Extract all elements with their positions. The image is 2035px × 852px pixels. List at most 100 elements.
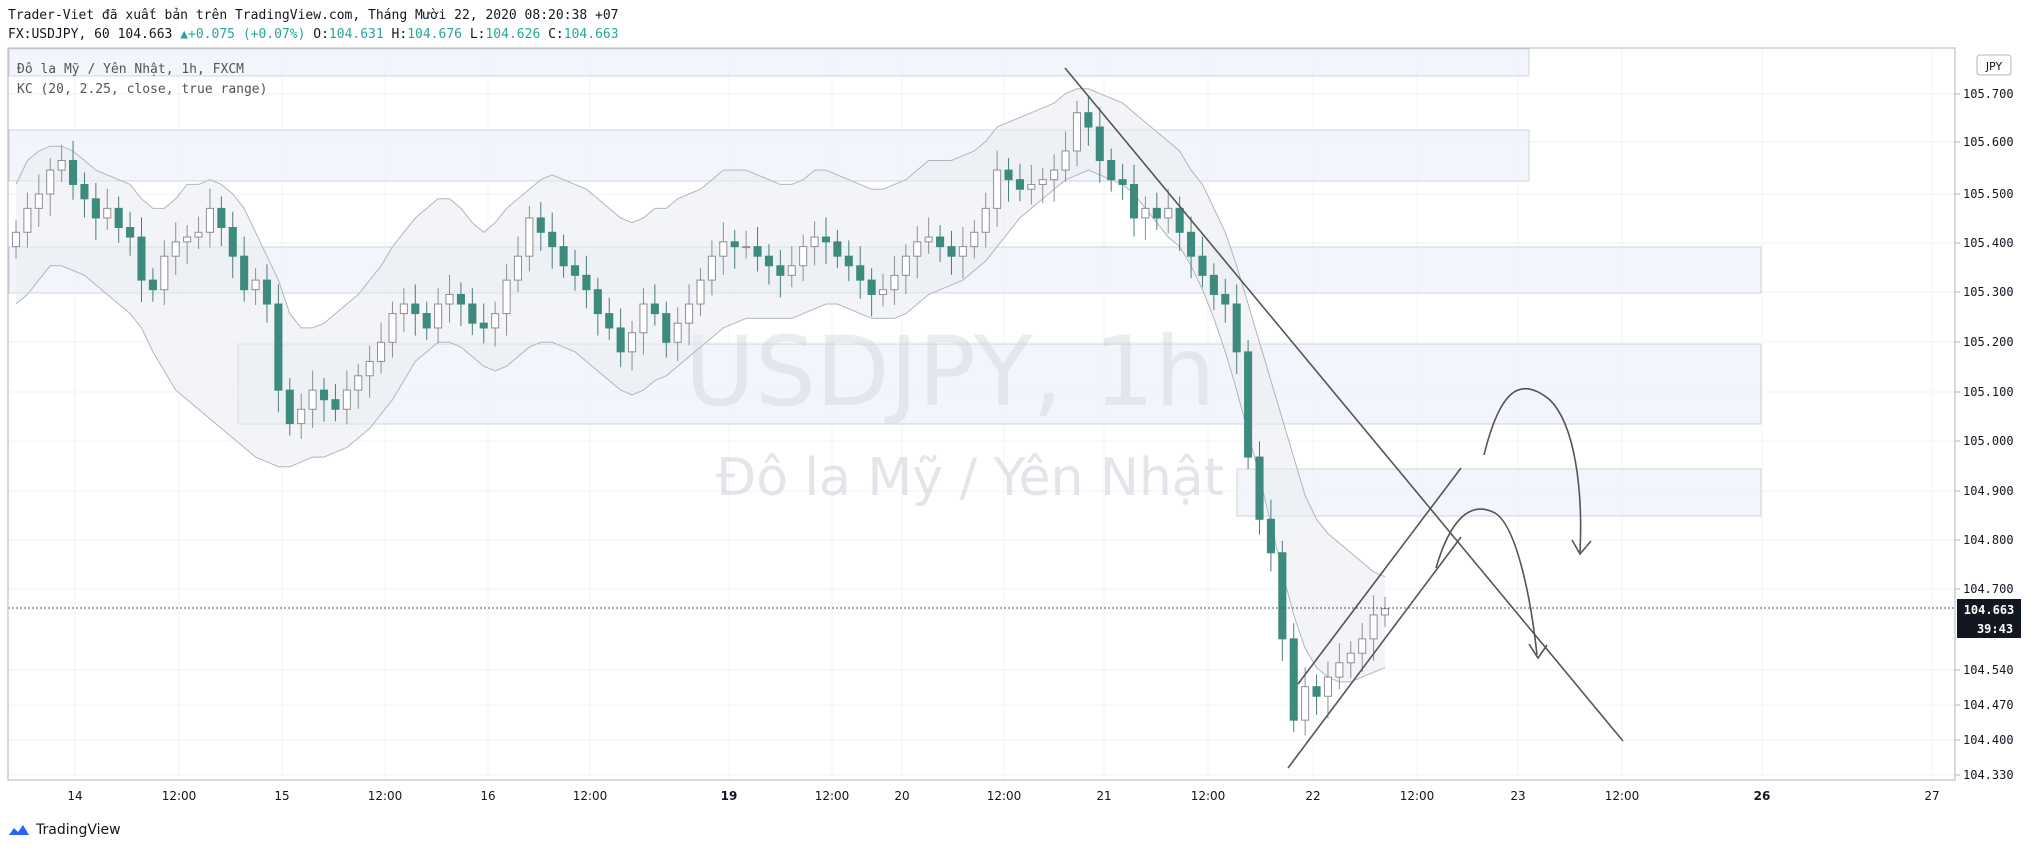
candle-up (1164, 207, 1173, 219)
candle-up (491, 313, 500, 329)
projection-arrow-1 (1483, 387, 1582, 553)
candle-up (993, 169, 1002, 209)
tradingview-logo[interactable]: TradingView (8, 822, 121, 838)
price-tick-label: 104.470 (1963, 698, 2014, 712)
candle-down (936, 236, 945, 248)
candle-down (1187, 231, 1196, 257)
price-tick-label: 104.800 (1963, 533, 2014, 547)
candle-down (1244, 351, 1253, 458)
time-tick-label: 19 (721, 789, 738, 803)
price-zone (8, 129, 1530, 182)
candle-up (103, 207, 112, 219)
flag-upper-line (1297, 467, 1462, 685)
candle-down (1209, 274, 1218, 295)
candle-up (297, 408, 306, 425)
candle-up (810, 236, 819, 248)
candle-down (137, 236, 146, 281)
price-tag-box (1957, 599, 2021, 619)
candle-down (764, 255, 773, 267)
price-tick-label: 105.000 (1963, 434, 2014, 448)
candle-up (707, 255, 716, 281)
candle-down (228, 226, 237, 257)
candle-down (582, 274, 591, 291)
candle-down (1107, 160, 1116, 181)
candle-up (377, 341, 386, 362)
candle-up (719, 241, 728, 257)
time-axis[interactable]: 14 12:00 15 12:00 16 12:00 19 12:00 20 12:00 21 12:… (8, 779, 1955, 803)
candle-down (114, 207, 123, 228)
candle-down (217, 207, 226, 228)
candle-up (46, 169, 55, 195)
price-tick-label: 105.200 (1963, 335, 2014, 349)
candle-up (525, 217, 534, 257)
close-label: C: (548, 27, 564, 42)
candle-up (171, 241, 180, 257)
candle-down (650, 303, 659, 315)
high-label: H: (391, 27, 408, 42)
candle-down (479, 322, 488, 329)
legend-title[interactable]: Đô la Mỹ / Yên Nhật, 1h, FXCM (17, 62, 244, 77)
countdown-tag-box (1957, 619, 2021, 638)
candle-up (205, 207, 214, 233)
ohlc-line: FX:USDJPY, 60 104.663 ▲+0.075 (+0.07%) O… (8, 25, 619, 44)
watermark-name: Đô la Mỹ / Yên Nhật (716, 448, 1224, 508)
tradingview-logo-icon (9, 825, 29, 835)
candle-up (342, 389, 351, 410)
trendline-drawings (1064, 67, 1624, 769)
price-tick-label: 104.400 (1963, 733, 2014, 747)
candle-down (559, 246, 568, 267)
candle-up (958, 246, 967, 257)
symbol-label[interactable]: FX:USDJPY, 60 (8, 27, 110, 42)
time-tick-label: 12:00 (1191, 789, 1226, 803)
time-tick-label: 12:00 (1605, 789, 1640, 803)
candle-down (1015, 179, 1024, 190)
candle-down (148, 279, 157, 291)
price-tick-label: 104.700 (1963, 582, 2014, 596)
price-tick-label: 104.540 (1963, 663, 2014, 677)
currency-badge-box[interactable] (1976, 54, 2012, 76)
price-tick-label: 105.500 (1963, 187, 2014, 201)
candle-up (901, 255, 910, 276)
time-tick-label: 14 (67, 789, 82, 803)
candle-up (981, 207, 990, 233)
candle-down (776, 265, 785, 276)
candle-up (399, 303, 408, 315)
candle-down (1084, 112, 1093, 128)
time-tick-label: 12:00 (573, 789, 608, 803)
candle-up (308, 389, 317, 410)
candle-down (91, 198, 100, 219)
price-tick-label: 105.600 (1963, 135, 2014, 149)
candle-up (434, 303, 443, 329)
candle-up (1369, 614, 1378, 640)
candle-up (1380, 608, 1390, 616)
candle-up (502, 279, 511, 315)
candle-up (924, 236, 933, 243)
price-change: +0.075 (+0.07%) (188, 27, 306, 42)
candle-down (411, 303, 420, 315)
candle-up (513, 255, 523, 281)
candle-up (685, 303, 694, 324)
candle-up (639, 303, 648, 334)
candle-down (80, 183, 89, 200)
candle-down (1004, 169, 1013, 181)
candle-down (821, 236, 831, 243)
candle-up (1301, 686, 1310, 721)
price-tick-label: 104.330 (1963, 768, 2014, 782)
candle-down (536, 217, 545, 233)
candle-up (742, 246, 751, 249)
candle-down (1175, 207, 1184, 233)
candle-down (1232, 303, 1241, 353)
candle-down (867, 279, 876, 295)
candle-down (662, 313, 671, 343)
price-axis[interactable]: 105.700 105.600 105.500 105.400 105.300 105.2… (1955, 87, 2014, 782)
arrow-head-icon (1571, 539, 1592, 556)
legend-indicator[interactable]: KC (20, 2.25, close, true range) (17, 82, 267, 97)
candle-up (1335, 662, 1344, 678)
time-tick-label: 26 (1754, 789, 1771, 803)
candle-down (1198, 255, 1207, 276)
price-zone (8, 48, 1530, 77)
open-label: O: (313, 27, 329, 42)
candle-down (844, 255, 853, 267)
time-tick-label: 12:00 (162, 789, 197, 803)
